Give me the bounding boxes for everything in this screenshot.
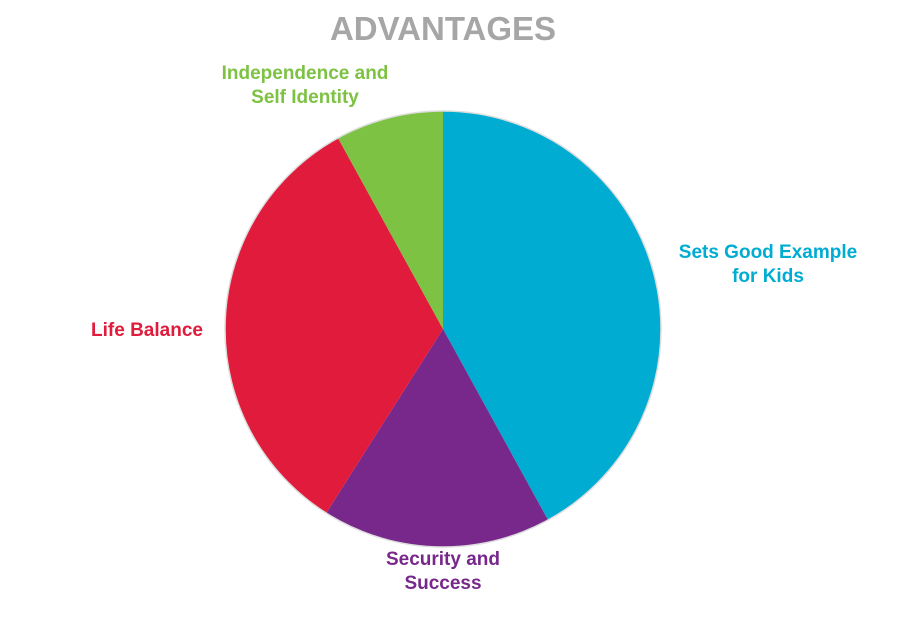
pie-slice xyxy=(225,137,443,514)
slice-label: Security and Success xyxy=(386,549,500,594)
pie-outline xyxy=(224,110,662,548)
pie-slice xyxy=(337,111,443,329)
slice-label: Sets Good Example for Kids xyxy=(679,242,857,287)
slice-label: Life Balance xyxy=(91,320,203,341)
pie-slice xyxy=(326,329,549,547)
pie-slice xyxy=(443,111,661,521)
chart-title: ADVANTAGES xyxy=(330,10,556,47)
slice-label: Independence and Self Identity xyxy=(222,63,389,108)
